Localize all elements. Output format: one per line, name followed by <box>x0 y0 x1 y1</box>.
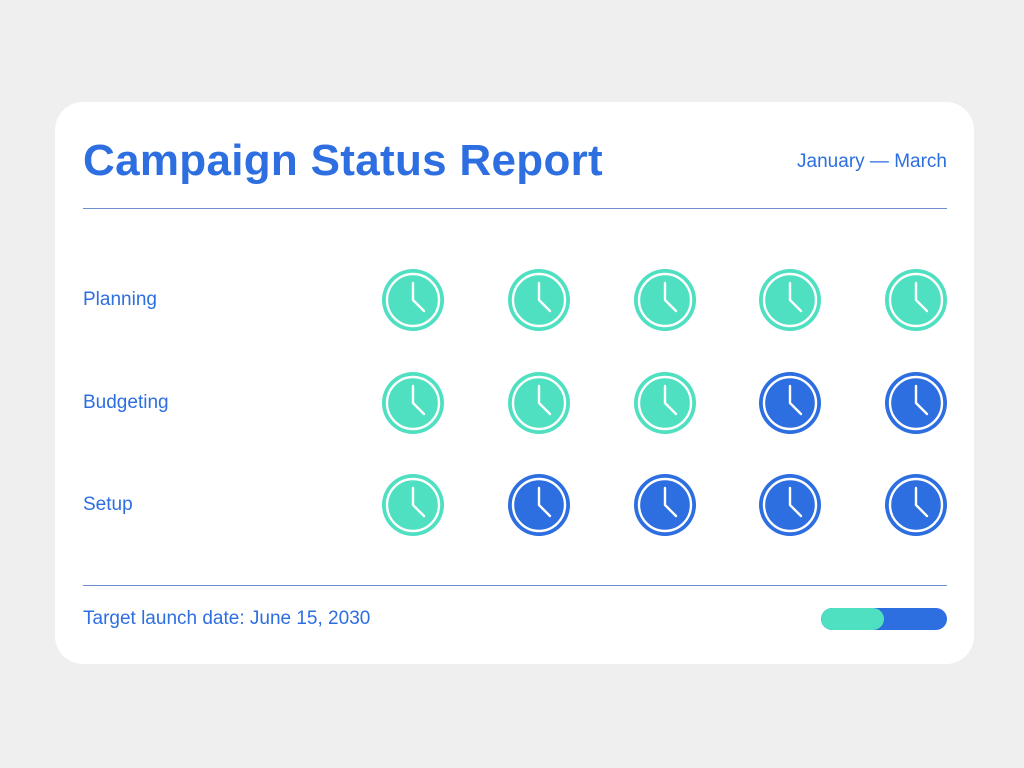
clock-icon <box>508 269 570 331</box>
clock-icon <box>885 269 947 331</box>
report-card: Campaign Status Report January — March P… <box>55 102 974 664</box>
header-divider <box>83 208 947 209</box>
launch-date-text: Target launch date: June 15, 2030 <box>83 608 371 629</box>
clock-icon <box>508 372 570 434</box>
clock-icon <box>759 269 821 331</box>
clock-icon <box>382 474 444 536</box>
clock-icon <box>634 372 696 434</box>
status-row-planning: Planning <box>55 268 974 332</box>
clock-icon <box>382 372 444 434</box>
progress-bar <box>821 608 947 630</box>
row-label: Planning <box>83 289 157 310</box>
row-label: Setup <box>83 494 133 515</box>
date-range: January — March <box>797 151 947 172</box>
clock-icon <box>634 474 696 536</box>
status-row-budgeting: Budgeting <box>55 371 974 435</box>
clock-icon <box>759 372 821 434</box>
clock-icon <box>508 474 570 536</box>
clock-icon <box>885 372 947 434</box>
clock-icon <box>382 269 444 331</box>
row-label: Budgeting <box>83 392 169 413</box>
clock-icon <box>634 269 696 331</box>
page-title: Campaign Status Report <box>83 136 603 185</box>
clock-icon <box>885 474 947 536</box>
progress-fill <box>821 608 884 630</box>
footer-divider <box>83 585 947 586</box>
status-row-setup: Setup <box>55 473 974 537</box>
clock-icon <box>759 474 821 536</box>
